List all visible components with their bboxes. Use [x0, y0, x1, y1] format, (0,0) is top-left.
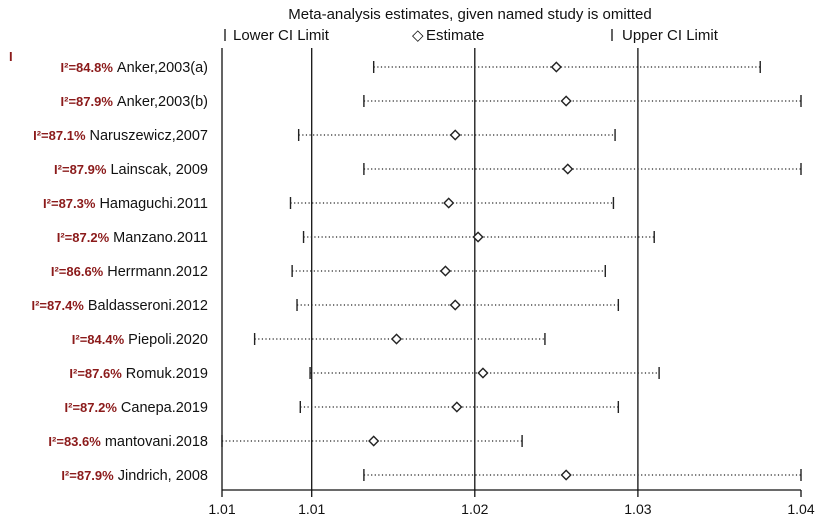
- x-tick-label-0: 1.01: [208, 501, 235, 517]
- x-tick-label-2: 1.02: [461, 501, 488, 517]
- x-tick-label-3: 1.03: [624, 501, 651, 517]
- legend-estimate-symbol: ◇: [412, 27, 424, 44]
- estimate-marker-8: [390, 333, 403, 345]
- estimate-marker-6: [439, 265, 452, 277]
- plot-area: 1.01 1.01 1.02 1.03 1.04 Anker,2003(a)I²=84.8…: [31, 48, 815, 517]
- legend-lower-label: Lower CI Limit: [233, 27, 330, 44]
- chart-title: Meta-analysis estimates, given named stu…: [288, 6, 652, 23]
- legend-estimate-label: Estimate: [426, 27, 484, 44]
- study-label-9: Romuk.2019: [126, 366, 208, 382]
- i2-label-2: I²=87.1%: [33, 128, 86, 143]
- estimate-marker-1: [560, 95, 572, 107]
- i2-label-12: I²=87.9%: [61, 468, 114, 483]
- i2-label-9: I²=87.6%: [69, 366, 122, 381]
- x-tick-label-1: 1.01: [298, 501, 325, 517]
- study-label-12: Jindrich, 2008: [118, 468, 208, 484]
- i2-label-7: I²=87.4%: [31, 298, 84, 313]
- estimate-marker-11: [368, 435, 380, 447]
- estimate-marker-3: [562, 163, 574, 175]
- study-label-11: mantovani.2018: [105, 434, 208, 450]
- estimate-marker-4: [443, 197, 455, 209]
- estimate-marker-5: [472, 231, 484, 243]
- estimate-marker-12: [560, 469, 572, 481]
- corner-mark: I: [9, 49, 13, 64]
- i2-label-0: I²=84.8%: [61, 60, 114, 75]
- study-label-4: Hamaguchi.2011: [99, 196, 208, 212]
- study-label-1: Anker,2003(b): [117, 94, 208, 110]
- estimate-marker-9: [477, 367, 489, 379]
- study-label-10: Canepa.2019: [121, 400, 208, 416]
- estimate-marker-0: [550, 61, 562, 73]
- i2-label-6: I²=86.6%: [51, 264, 104, 279]
- i2-label-4: I²=87.3%: [43, 196, 96, 211]
- i2-label-8: I²=84.4%: [72, 332, 125, 347]
- study-label-6: Herrmann.2012: [107, 264, 208, 280]
- x-tick-label-4: 1.04: [787, 501, 814, 517]
- study-label-8: Piepoli.2020: [128, 332, 208, 348]
- i2-label-3: I²=87.9%: [54, 162, 107, 177]
- legend-upper-label: Upper CI Limit: [622, 27, 719, 44]
- i2-label-5: I²=87.2%: [57, 230, 110, 245]
- study-label-2: Naruszewicz,2007: [90, 128, 208, 144]
- i2-label-1: I²=87.9%: [61, 94, 114, 109]
- study-label-7: Baldasseroni.2012: [88, 298, 208, 314]
- estimate-marker-7: [449, 299, 461, 311]
- estimate-marker-10: [451, 401, 463, 413]
- study-label-5: Manzano.2011: [113, 230, 208, 246]
- legend: Lower CI Limit ◇ Estimate Upper CI Limit: [224, 27, 719, 44]
- study-label-0: Anker,2003(a): [117, 60, 208, 76]
- estimate-marker-2: [449, 129, 461, 141]
- i2-label-10: I²=87.2%: [65, 400, 118, 415]
- study-label-3: Lainscak, 2009: [110, 162, 208, 178]
- i2-label-11: I²=83.6%: [48, 434, 101, 449]
